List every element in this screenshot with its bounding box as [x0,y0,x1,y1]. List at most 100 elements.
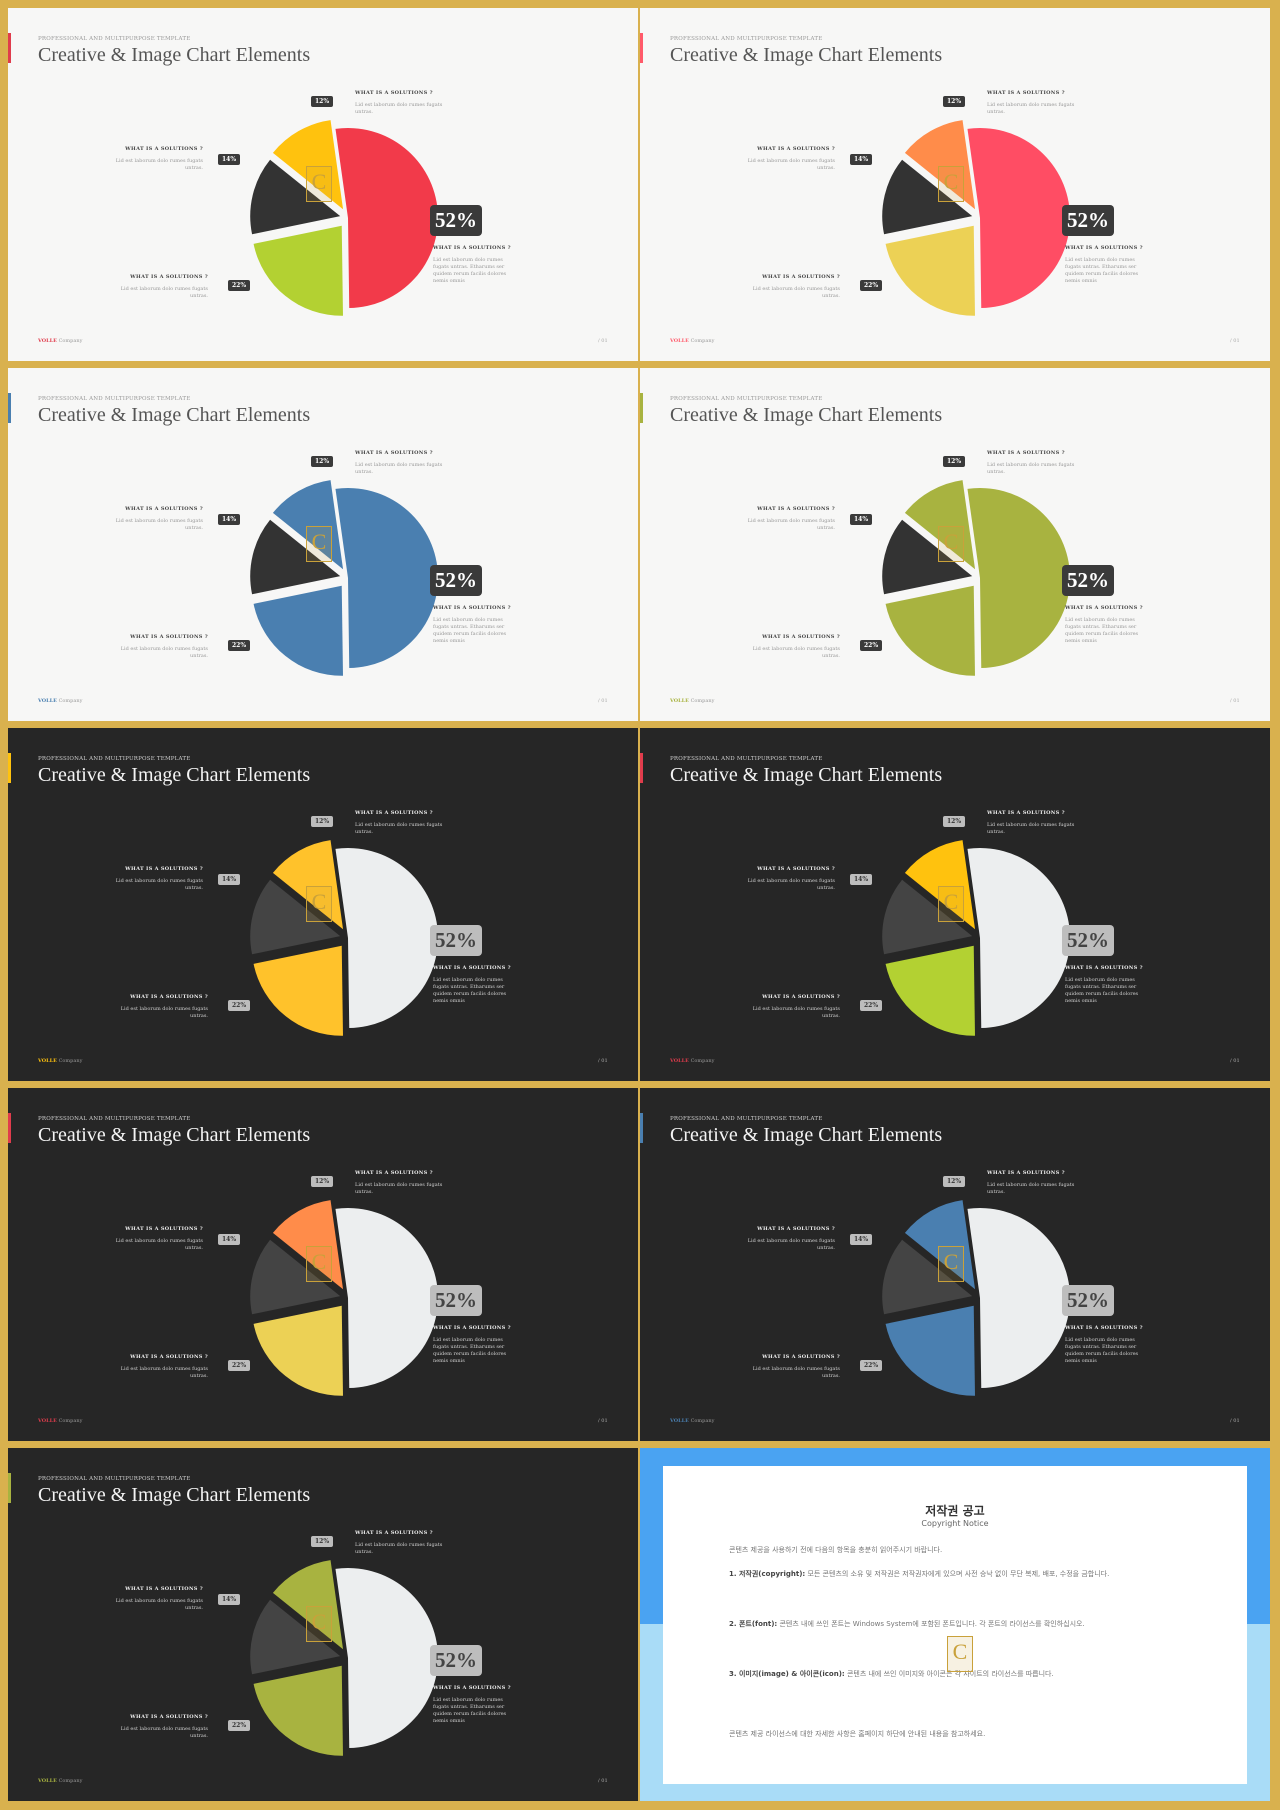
solution-heading-bottom: WHAT IS A SOLUTIONS ? [130,994,208,1000]
solution-heading-bottom: WHAT IS A SOLUTIONS ? [762,274,840,280]
footer-company: Company [58,338,83,344]
slide[interactable]: PROFESSIONAL AND MULTIPURPOSE TEMPLATE C… [8,1088,638,1441]
solution-heading-right: WHAT IS A SOLUTIONS ? [433,605,511,611]
slide-title: Creative & Image Chart Elements [38,764,311,786]
slide[interactable]: PROFESSIONAL AND MULTIPURPOSE TEMPLATE C… [8,368,638,721]
solution-heading-left: WHAT IS A SOLUTIONS ? [125,1226,203,1232]
slide[interactable]: PROFESSIONAL AND MULTIPURPOSE TEMPLATE C… [8,1448,638,1801]
page-number: / 01 [1230,698,1240,704]
solution-text-top: Lid est laborum dolo rumes fugats untras… [987,102,1075,115]
watermark-logo: C [306,166,332,202]
footer-company: Company [690,1418,715,1424]
solution-heading-top: WHAT IS A SOLUTIONS ? [987,810,1065,816]
tag-14-percent: 14% [850,514,873,525]
tag-52-percent: 52% [430,565,482,596]
slide[interactable]: PROFESSIONAL AND MULTIPURPOSE TEMPLATE C… [640,368,1270,721]
watermark-logo: C [947,1636,973,1672]
footer-company: Company [58,1778,83,1784]
solution-text-top: Lid est laborum dolo rumes fugats untras… [355,1182,443,1195]
tag-52-percent: 52% [430,205,482,236]
tag-12-percent: 12% [943,1176,966,1187]
footer-brand: VOLLE [38,698,57,704]
footer-brand: VOLLE [670,1058,689,1064]
tag-52-percent: 52% [1062,565,1114,596]
tag-22-percent: 22% [860,280,883,291]
solution-heading-top: WHAT IS A SOLUTIONS ? [987,450,1065,456]
accent-bar [8,1113,11,1143]
copyright-notice-slide[interactable]: 저작권 공고 Copyright Notice 콘텐츠 제공을 사용하기 전에 … [640,1448,1270,1801]
slide-title: Creative & Image Chart Elements [670,1124,943,1146]
slice-14 [882,1239,973,1315]
footer-brand: VOLLE [38,338,57,344]
solution-text-bottom: Lid est laborum dolo rumes fugats untras… [752,646,840,659]
accent-bar [640,393,643,423]
solution-text-right: Lid est laborum dolo rumes fugats untras… [1065,257,1139,284]
tag-52-percent: 52% [430,1285,482,1316]
slide-title: Creative & Image Chart Elements [670,404,943,426]
tag-52-percent: 52% [1062,1285,1114,1316]
notice-section-2-head: 2. 폰트(font): [729,1620,778,1628]
slide[interactable]: PROFESSIONAL AND MULTIPURPOSE TEMPLATE C… [640,728,1270,1081]
accent-bar [640,33,643,63]
slide-kicker: PROFESSIONAL AND MULTIPURPOSE TEMPLATE [670,36,823,42]
solution-heading-right: WHAT IS A SOLUTIONS ? [433,1325,511,1331]
solution-heading-left: WHAT IS A SOLUTIONS ? [757,1226,835,1232]
slide-footer: VOLLE Company [38,1778,82,1784]
tag-14-percent: 14% [218,1594,241,1605]
notice-section-3-head: 3. 이미지(image) & 아이콘(icon): [729,1670,845,1678]
slide[interactable]: PROFESSIONAL AND MULTIPURPOSE TEMPLATE C… [8,728,638,1081]
solution-heading-top: WHAT IS A SOLUTIONS ? [987,90,1065,96]
pie-chart [250,840,438,1036]
solution-text-right: Lid est laborum dolo rumes fugats untras… [433,977,507,1004]
solution-heading-top: WHAT IS A SOLUTIONS ? [355,1170,433,1176]
footer-company: Company [690,338,715,344]
notice-section-1-head: 1. 저작권(copyright): [729,1570,806,1578]
slide[interactable]: PROFESSIONAL AND MULTIPURPOSE TEMPLATE C… [8,8,638,361]
solution-heading-bottom: WHAT IS A SOLUTIONS ? [130,634,208,640]
page-number: / 01 [1230,338,1240,344]
watermark-logo: C [938,1246,964,1282]
page-number: / 01 [1230,1418,1240,1424]
slice-14 [882,159,973,235]
pie-chart [882,840,1070,1036]
tag-14-percent: 14% [218,514,241,525]
solution-heading-left: WHAT IS A SOLUTIONS ? [125,506,203,512]
slice-22 [885,585,975,676]
slide-footer: VOLLE Company [670,338,714,344]
tag-14-percent: 14% [218,874,241,885]
tag-12-percent: 12% [943,96,966,107]
accent-bar [8,33,11,63]
tag-22-percent: 22% [228,1720,251,1731]
slice-22 [253,585,343,676]
solution-heading-right: WHAT IS A SOLUTIONS ? [1065,1325,1143,1331]
slide[interactable]: PROFESSIONAL AND MULTIPURPOSE TEMPLATE C… [640,1088,1270,1441]
pie-chart [882,120,1070,316]
slice-14 [250,1239,341,1315]
pie-chart [882,480,1070,676]
slide[interactable]: PROFESSIONAL AND MULTIPURPOSE TEMPLATE C… [640,8,1270,361]
solution-text-right: Lid est laborum dolo rumes fugats untras… [1065,1337,1139,1364]
notice-section-2-body: 콘텐츠 내에 쓰인 폰트는 Windows System에 포함된 폰트입니다.… [779,1620,1085,1628]
notice-subtitle: Copyright Notice [921,1519,989,1528]
slide-footer: VOLLE Company [38,1418,82,1424]
slice-22 [885,1305,975,1396]
solution-heading-bottom: WHAT IS A SOLUTIONS ? [130,1714,208,1720]
slide-kicker: PROFESSIONAL AND MULTIPURPOSE TEMPLATE [38,1476,191,1482]
slice-22 [885,945,975,1036]
solution-text-bottom: Lid est laborum dolo rumes fugats untras… [120,1366,208,1379]
solution-heading-bottom: WHAT IS A SOLUTIONS ? [762,1354,840,1360]
notice-section-1-body: 모든 콘텐츠의 소유 및 저작권은 저작권자에게 있으며 사전 승낙 없이 무단… [807,1570,1110,1578]
footer-company: Company [58,698,83,704]
accent-bar [640,1113,643,1143]
solution-heading-right: WHAT IS A SOLUTIONS ? [433,1685,511,1691]
slide-title: Creative & Image Chart Elements [670,44,943,66]
slice-52 [335,488,438,668]
accent-bar [640,753,643,783]
footer-company: Company [58,1058,83,1064]
slice-52 [967,128,1070,308]
watermark-logo: C [938,886,964,922]
solution-heading-top: WHAT IS A SOLUTIONS ? [987,1170,1065,1176]
tag-52-percent: 52% [1062,205,1114,236]
tag-12-percent: 12% [943,456,966,467]
solution-text-top: Lid est laborum dolo rumes fugats untras… [987,1182,1075,1195]
